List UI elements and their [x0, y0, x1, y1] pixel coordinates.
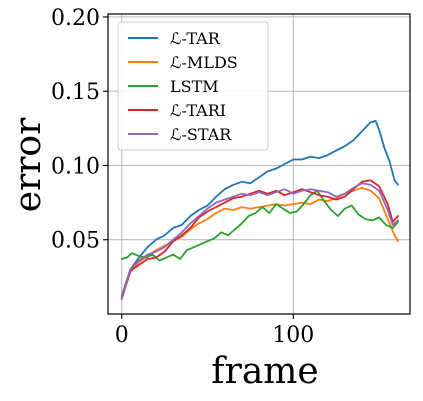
legend-label: LSTM	[170, 77, 219, 96]
series-line	[120, 189, 399, 262]
y-tick-label: 0.05	[51, 229, 100, 254]
series-line	[120, 179, 399, 299]
legend-box	[117, 21, 269, 151]
y-axis-label: error	[8, 117, 49, 212]
legend-label: ℒ-STAR	[170, 125, 232, 144]
axis-ticks: 0 100 0.05 0.10 0.15 0.20	[51, 6, 314, 348]
legend-label: ℒ-TAR	[170, 29, 221, 48]
series-line	[120, 120, 399, 298]
legend-label: ℒ-MLDS	[170, 53, 238, 72]
x-axis-label: frame	[211, 351, 318, 392]
y-tick-label: 0.20	[51, 6, 100, 31]
series-lines	[120, 120, 399, 300]
y-tick-label: 0.15	[51, 80, 100, 105]
series-line	[120, 186, 399, 300]
legend-label: ℒ-TARI	[170, 101, 226, 120]
series-line	[120, 182, 399, 300]
y-tick-label: 0.10	[51, 154, 100, 179]
x-tick-label: 100	[272, 323, 314, 348]
legend: ℒ-TAR ℒ-MLDS LSTM ℒ-TARI ℒ-STAR	[117, 21, 269, 151]
plot-frame	[107, 13, 411, 315]
x-tick-label: 0	[115, 323, 129, 348]
